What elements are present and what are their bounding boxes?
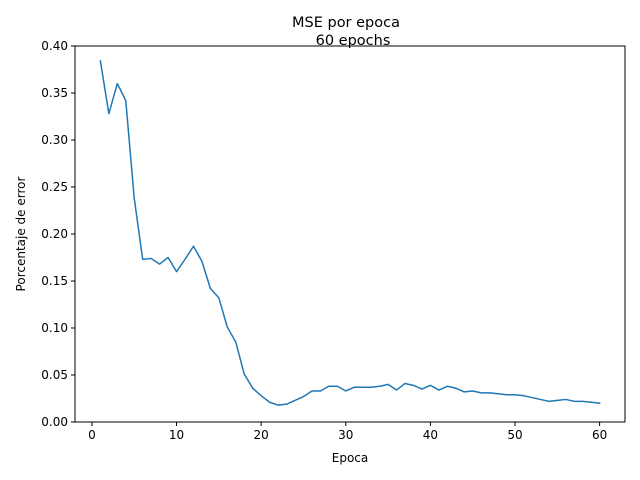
chart-subtitle: 60 epochs	[316, 33, 391, 49]
y-tick-label: 0.35	[41, 86, 68, 100]
y-tick-label: 0.40	[41, 39, 68, 53]
y-axis: 0.00 0.05 0.10 0.15 0.20 0.25 0.30 0.35 0.40	[41, 39, 75, 429]
x-tick-label: 10	[169, 428, 184, 442]
x-tick-label: 40	[423, 428, 438, 442]
chart-title: MSE por epoca	[292, 15, 400, 31]
y-axis-label: Porcentaje de error	[14, 177, 28, 292]
y-tick-label: 0.25	[41, 180, 68, 194]
y-tick-label: 0.10	[41, 321, 68, 335]
x-tick-label: 60	[592, 428, 607, 442]
y-tick-label: 0.05	[41, 368, 68, 382]
x-axis-label: Epoca	[332, 451, 369, 465]
x-tick-label: 20	[254, 428, 269, 442]
y-tick-label: 0.15	[41, 274, 68, 288]
plot-frame	[74, 45, 626, 423]
y-tick-label: 0.00	[41, 415, 68, 429]
x-tick-label: 0	[88, 428, 96, 442]
y-tick-label: 0.20	[41, 227, 68, 241]
x-axis: 0 10 20 30 40 50 60	[88, 422, 607, 442]
x-tick-label: 50	[507, 428, 522, 442]
x-tick-label: 30	[338, 428, 353, 442]
y-tick-label: 0.30	[41, 133, 68, 147]
series-line	[99, 60, 601, 406]
plot-area	[99, 60, 601, 406]
